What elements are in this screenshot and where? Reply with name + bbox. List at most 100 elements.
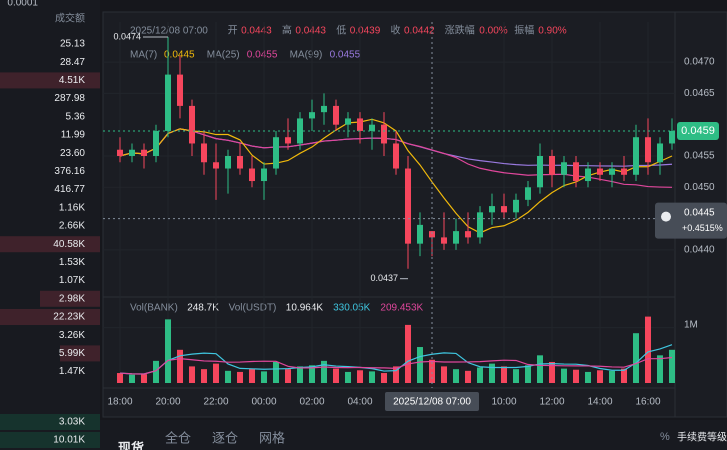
vol-tick-label: 1M (684, 319, 698, 330)
turnover: 416.77 (54, 184, 85, 195)
depth-bar (0, 236, 100, 253)
depth-bar (0, 72, 100, 89)
candle-body (465, 231, 471, 238)
crosshair-price-box (655, 202, 727, 239)
candle-body (285, 137, 291, 144)
crosshair-time: 2025/12/08 07:00 (393, 397, 471, 408)
high-label: 0.0474 (113, 31, 141, 41)
info-label: 低 (336, 24, 346, 37)
volume-bar (129, 374, 135, 383)
vol-name: Vol(BANK) (130, 303, 178, 314)
volume-bar (285, 369, 291, 383)
x-tick-label: 18:00 (107, 397, 132, 408)
volume-bar (117, 373, 123, 383)
y-tick-label: 0.0450 (684, 182, 715, 193)
volume-bar (621, 368, 627, 383)
volume-bar (669, 349, 675, 383)
tab[interactable]: 逐仓 (212, 430, 238, 445)
x-tick-label: 16:00 (635, 397, 660, 408)
vol-name: Vol(USDT) (229, 303, 277, 314)
volume-bar (249, 368, 255, 383)
candle-body (225, 155, 231, 169)
y-tick-label: 0.0470 (684, 57, 715, 68)
left-header: 成交额 (55, 12, 85, 25)
depth-bar (0, 432, 100, 448)
candle-body (201, 143, 207, 163)
volume-bar (549, 361, 555, 383)
turnover: 2.66K (59, 221, 85, 232)
info-value: 0.0443 (295, 26, 326, 37)
volume-bar (177, 349, 183, 383)
ma-name: MA(99) (290, 50, 323, 61)
volume-bar (597, 370, 603, 383)
turnover: 1.16K (59, 202, 85, 213)
candle-body (537, 155, 543, 188)
candle-body (141, 149, 147, 156)
x-tick-label: 14:00 (587, 397, 612, 408)
tab-bar (100, 420, 727, 450)
candle-body (669, 130, 675, 144)
x-tick-label: 04:00 (347, 397, 372, 408)
last-price-badge (677, 121, 719, 140)
left-panel (0, 0, 100, 450)
turnover: 287.98 (54, 93, 85, 104)
volume-bar (165, 319, 171, 383)
volume-bar (525, 365, 531, 383)
volume-bar (237, 371, 243, 383)
tab[interactable]: 网格 (259, 430, 285, 445)
candle-body (561, 162, 567, 175)
candle-body (393, 143, 399, 169)
crosshair-change: +0.4515% (682, 223, 723, 233)
volume-bar (657, 355, 663, 383)
info-label: 振幅 (514, 24, 534, 37)
ma-name: MA(7) (130, 50, 157, 61)
crosshair-price: 0.0445 (684, 207, 715, 218)
candle-body (525, 187, 531, 200)
add-order-button[interactable] (661, 211, 671, 222)
info-value: 0.0439 (350, 26, 381, 37)
volume-bar (333, 368, 339, 383)
low-label: 0.0437 (370, 273, 398, 283)
candle-body (429, 231, 435, 238)
x-tick-label: 10:00 (491, 397, 516, 408)
last-price-label: 0.0459 (681, 125, 715, 137)
fee-link[interactable]: 手续费等级 (677, 431, 727, 444)
volume-bar (321, 360, 327, 383)
crosshair-time-box (385, 392, 479, 411)
vol-value: 10.964K (286, 303, 324, 314)
volume-bar (429, 359, 435, 383)
candle-body (549, 155, 555, 175)
tab[interactable]: 全仓 (165, 430, 191, 445)
volume-bar (393, 366, 399, 383)
candle-body (129, 149, 135, 156)
candle-body (345, 118, 351, 125)
volume-bar (453, 369, 459, 383)
turnover: 2.98K (59, 293, 85, 304)
candle-body (273, 137, 279, 169)
volume-bar (513, 369, 519, 383)
volume-bar (633, 333, 639, 383)
candle-body (513, 199, 519, 213)
volume-bar (273, 361, 279, 383)
candle-body (333, 105, 339, 125)
y-tick-label: 0.0455 (684, 151, 715, 162)
candle-body (189, 105, 195, 144)
tab[interactable]: 现货 (118, 440, 144, 450)
volume-bar (573, 369, 579, 383)
candle-body (177, 74, 183, 106)
candle-body (369, 124, 375, 131)
volume-bar (477, 367, 483, 383)
volume-bar (465, 370, 471, 383)
turnover: 4.51K (59, 75, 85, 86)
info-time: 2025/12/08 07:00 (130, 26, 208, 37)
volume-bar (225, 370, 231, 383)
volume-bar (417, 347, 423, 383)
volume-bar (261, 371, 267, 383)
volume-bar (189, 366, 195, 383)
depth-bar (60, 345, 100, 362)
volume-bar (561, 368, 567, 383)
candle-body (213, 162, 219, 169)
candle-body (417, 224, 423, 244)
candle-body (453, 231, 459, 244)
